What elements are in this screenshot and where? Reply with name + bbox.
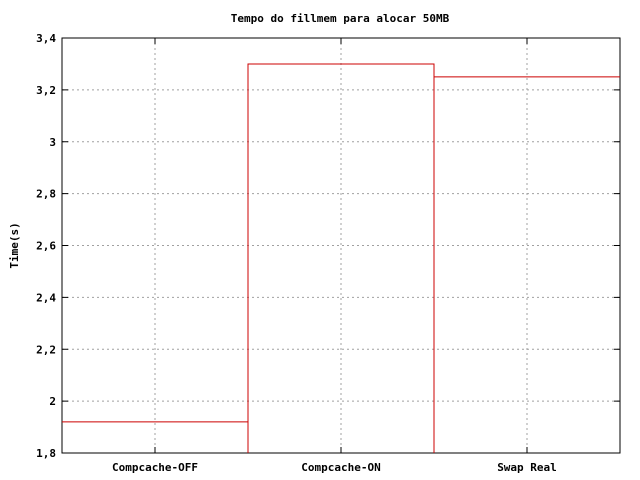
y-tick-label: 3,4 xyxy=(36,32,56,45)
series-line xyxy=(62,63,620,423)
grid xyxy=(62,38,620,453)
y-tick-label: 3 xyxy=(49,136,56,149)
y-tick-label: 2,2 xyxy=(36,343,56,356)
x-tick-label: Compcache-ON xyxy=(301,461,380,474)
chart-title: Tempo do fillmem para alocar 50MB xyxy=(231,12,450,25)
y-tick-label: 2 xyxy=(49,395,56,408)
y-tick-label: 3,2 xyxy=(36,84,56,97)
y-tick-label: 2,4 xyxy=(36,291,56,304)
x-tick-label: Swap Real xyxy=(497,461,557,474)
x-tick-label: Compcache-OFF xyxy=(112,461,198,474)
axis-ticks: 1,8 2 2,2 2,4 2,6 2,8 3 3,2 3,4 Compcache-OFF Comp… xyxy=(36,32,620,474)
y-tick-label: 2,8 xyxy=(36,188,56,201)
y-axis-label: Time(s) xyxy=(8,222,21,268)
y-tick-label: 2,6 xyxy=(36,240,56,253)
y-tick-label: 1,8 xyxy=(36,447,56,460)
data-series xyxy=(62,63,620,453)
plot-frame xyxy=(61,37,621,454)
